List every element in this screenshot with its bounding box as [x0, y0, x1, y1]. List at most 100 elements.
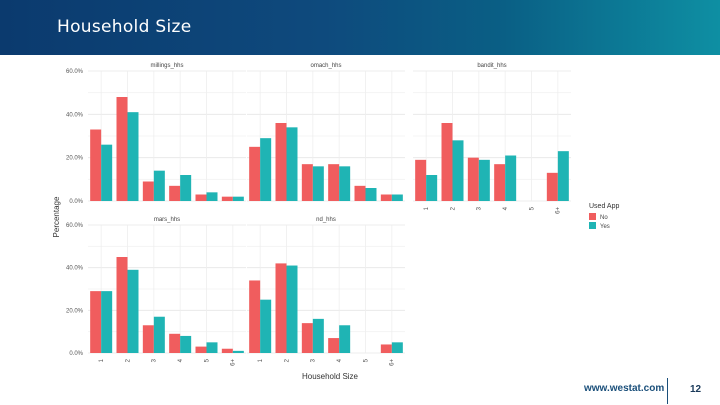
bar-yes [391, 342, 403, 353]
bar-yes [232, 350, 244, 353]
panel-title: bandit_hhs [477, 63, 506, 69]
bar-yes [180, 175, 192, 201]
bar-no [275, 263, 287, 353]
bar-no [415, 159, 427, 201]
x-tick-label: 4 [503, 206, 509, 210]
x-tick-label: 3 [477, 206, 483, 210]
x-tick-label: 6+ [556, 207, 562, 214]
bar-no [249, 146, 261, 201]
bar-no [169, 185, 181, 201]
bar-no [195, 346, 207, 353]
x-tick-label: 1 [424, 206, 430, 210]
bar-yes [505, 155, 517, 201]
bar-no [380, 344, 392, 353]
bar-no [90, 129, 102, 201]
x-tick-label: 1 [258, 358, 264, 362]
x-tick-label: 4 [337, 358, 343, 362]
bar-yes [339, 325, 351, 353]
x-tick-label: 5 [204, 358, 210, 362]
bar-yes [232, 196, 244, 201]
footer-divider [667, 378, 668, 404]
x-axis-title: Household Size [302, 372, 359, 381]
y-tick-label: 20.0% [66, 308, 84, 314]
bar-yes [206, 342, 218, 353]
x-tick-label: 2 [450, 206, 456, 210]
x-tick-label: 5 [363, 358, 369, 362]
bar-yes [452, 140, 464, 201]
bar-no [249, 280, 261, 353]
y-tick-label: 0.0% [69, 199, 83, 205]
y-tick-label: 40.0% [66, 112, 84, 118]
bar-yes [478, 159, 490, 201]
x-tick-label: 3 [311, 358, 317, 362]
bar-no [467, 157, 479, 201]
bar-no [116, 97, 128, 201]
bar-no [494, 164, 506, 201]
x-tick-label: 6+ [390, 359, 396, 366]
bar-no [90, 291, 102, 353]
bar-yes [127, 269, 139, 353]
y-tick-label: 60.0% [66, 69, 84, 75]
bar-no [195, 194, 207, 201]
slide-title: Household Size [57, 17, 192, 37]
bar-yes [312, 318, 324, 353]
bar-yes [286, 265, 298, 353]
bar-no [301, 323, 313, 353]
bar-no [328, 338, 340, 353]
bar-yes [260, 299, 272, 353]
bar-no [328, 164, 340, 201]
legend-label-yes: Yes [600, 224, 610, 230]
bar-no [116, 257, 128, 353]
footer-url[interactable]: www.westat.com [584, 383, 665, 394]
y-tick-label: 60.0% [66, 223, 84, 229]
page-number: 12 [690, 384, 702, 395]
bar-yes [260, 138, 272, 201]
panel-title: millings_hhs [150, 63, 183, 69]
x-tick-label: 2 [284, 358, 290, 362]
y-tick-label: 40.0% [66, 266, 84, 272]
x-tick-label: 5 [529, 206, 535, 210]
bar-yes [180, 335, 192, 353]
bar-yes [557, 151, 569, 201]
panel-title: omach_hhs [310, 63, 341, 69]
bar-yes [127, 112, 139, 201]
bar-yes [312, 166, 324, 201]
x-tick-label: 2 [125, 358, 131, 362]
panel-title: nd_hhs [316, 217, 336, 223]
bar-yes [286, 127, 298, 201]
bar-no [142, 181, 154, 201]
y-axis-title: Percentage [52, 196, 61, 237]
bar-no [169, 333, 181, 353]
x-tick-label: 4 [178, 358, 184, 362]
bar-no [546, 172, 558, 201]
bar-no [441, 123, 453, 201]
bar-no [275, 123, 287, 201]
bar-yes [153, 316, 165, 353]
bar-no [221, 196, 233, 201]
y-tick-label: 0.0% [69, 351, 83, 357]
legend-swatch-yes [589, 222, 596, 229]
y-tick-label: 20.0% [66, 156, 84, 162]
x-tick-label: 1 [99, 358, 105, 362]
bar-yes [391, 194, 403, 201]
bar-yes [339, 166, 351, 201]
bar-yes [101, 144, 113, 201]
legend-title: Used App [589, 203, 619, 210]
bar-yes [426, 175, 438, 201]
bar-no [354, 185, 366, 201]
bar-yes [153, 170, 165, 201]
household-size-chart: millings_hhs0.0%20.0%40.0%60.0%omach_hhs… [52, 63, 619, 381]
x-tick-label: 6+ [231, 359, 237, 366]
x-tick-label: 3 [152, 358, 158, 362]
bar-no [221, 348, 233, 353]
bar-no [142, 325, 154, 353]
bar-no [301, 164, 313, 201]
legend-label-no: No [600, 215, 608, 221]
bar-yes [365, 188, 377, 201]
panel-title: mars_hhs [154, 217, 180, 223]
slide-header: Household Size [0, 0, 720, 55]
bar-no [380, 194, 392, 201]
bar-yes [101, 291, 113, 353]
bar-yes [206, 192, 218, 201]
legend-swatch-no [589, 213, 596, 220]
